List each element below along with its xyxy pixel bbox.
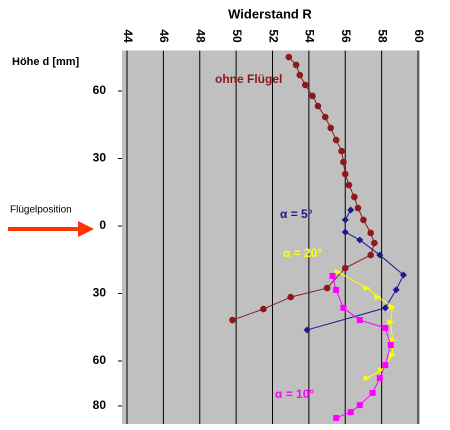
position-arrow [8, 221, 94, 237]
y-axis-label: Höhe d [mm] [12, 56, 80, 68]
marker [363, 375, 371, 382]
marker [376, 375, 383, 382]
marker [229, 316, 236, 324]
marker [389, 337, 397, 344]
marker [327, 124, 335, 132]
marker [389, 351, 397, 358]
marker [332, 136, 340, 144]
marker [354, 204, 362, 212]
series-label: α = 10° [275, 387, 314, 401]
x-tick-label: 46 [157, 29, 171, 43]
y-tick-label: 60 [93, 353, 107, 367]
marker [287, 293, 294, 301]
marker [382, 362, 389, 369]
marker [381, 304, 389, 312]
marker [367, 251, 375, 259]
marker [329, 272, 336, 279]
marker [301, 81, 309, 89]
marker [341, 264, 349, 272]
marker [338, 147, 345, 155]
marker [347, 206, 355, 214]
x-tick-label: 48 [194, 29, 208, 43]
marker [341, 216, 349, 224]
x-tick-label: 56 [339, 29, 353, 43]
marker [309, 92, 316, 100]
x-tick-label: 54 [303, 29, 317, 43]
marker [382, 324, 389, 331]
marker [323, 284, 331, 292]
marker [360, 216, 367, 224]
marker [363, 285, 371, 292]
marker [314, 102, 322, 110]
marker [374, 294, 382, 301]
marker [341, 170, 349, 178]
marker [392, 286, 400, 294]
x-tick-label: 44 [121, 29, 135, 43]
marker [387, 319, 395, 326]
marker [333, 414, 340, 421]
marker [389, 304, 397, 310]
marker [333, 286, 340, 293]
marker [260, 305, 267, 313]
series-label: α = 5° [280, 207, 313, 221]
marker [296, 71, 304, 79]
marker [378, 367, 386, 373]
x-tick-label: 50 [230, 29, 244, 43]
x-tick-label: 60 [412, 29, 426, 43]
marker [351, 193, 358, 201]
series-label: ohne Flügel [215, 72, 282, 86]
marker [340, 304, 347, 311]
marker [399, 271, 407, 279]
marker [347, 409, 354, 416]
marker [303, 326, 311, 334]
marker [345, 181, 353, 189]
x-tick-label: 58 [375, 29, 389, 43]
marker [367, 229, 375, 237]
marker [356, 402, 363, 409]
marker [371, 239, 378, 247]
annotation: Flügelposition [10, 205, 72, 216]
y-tick-label: 60 [93, 83, 107, 97]
y-tick-label: 30 [93, 151, 107, 165]
marker [387, 342, 394, 349]
y-tick-label: 80 [93, 398, 107, 412]
marker [285, 53, 293, 61]
series-label: α = 20° [283, 246, 322, 260]
plot-area [122, 50, 420, 424]
marker [356, 317, 363, 324]
x-tick-label: 52 [266, 29, 280, 43]
marker [376, 251, 384, 259]
marker [334, 268, 342, 275]
marker [340, 158, 347, 166]
marker [369, 389, 376, 396]
y-tick-label: 0 [99, 218, 106, 232]
marker [292, 61, 300, 69]
marker [321, 113, 329, 121]
y-tick-label: 30 [93, 286, 107, 300]
chart-title: Widerstand R [228, 6, 312, 21]
marker [356, 236, 364, 244]
marker [341, 228, 349, 236]
